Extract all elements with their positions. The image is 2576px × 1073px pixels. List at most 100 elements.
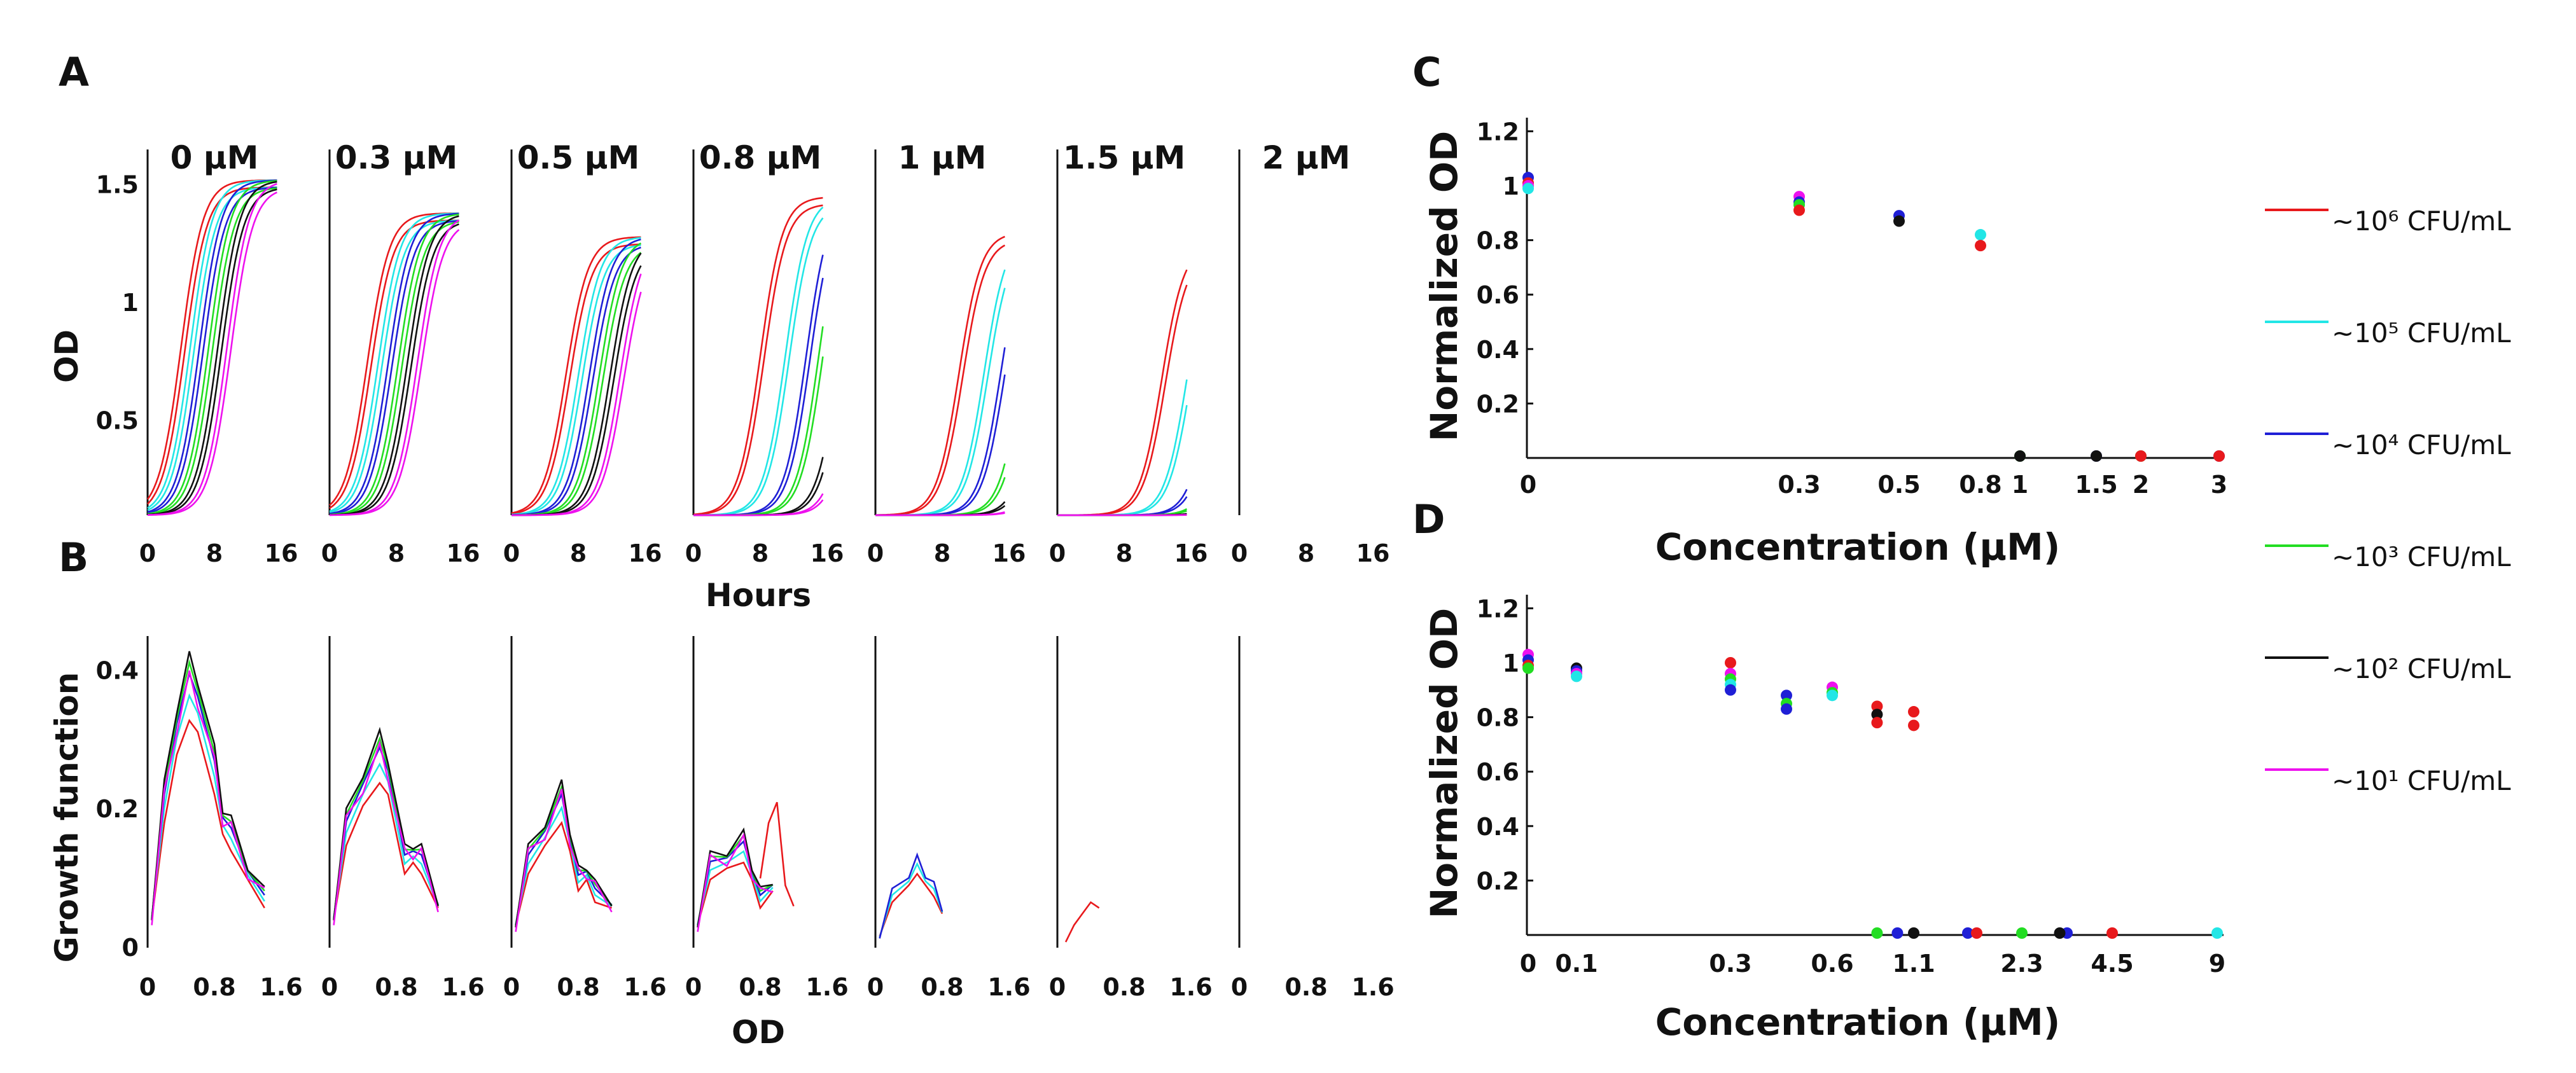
panel-a-xtick: 16 (265, 539, 298, 567)
panel-d-point-1e6 (1725, 657, 1736, 668)
panel-c-xtick: 0 (1520, 471, 1536, 499)
panel-d-point-1e6 (1908, 706, 1919, 718)
panel-a-curve-1e5 (1057, 379, 1188, 516)
panel-a-curve-1e6 (329, 212, 459, 506)
panel-b-xtick: 1.6 (260, 973, 302, 1001)
panel-b-xtick: 0 (1231, 973, 1248, 1001)
panel-b-curve-1e3 (151, 659, 265, 920)
panel-letter-b: B (59, 534, 88, 581)
panel-b-xtick: 0 (1049, 973, 1066, 1001)
legend-label-1e3: ~10³ CFU/mL (2332, 541, 2511, 572)
panel-d-ytick: 1.2 (1477, 595, 1519, 623)
panel-b-curve-1e6 (1064, 901, 1100, 943)
panel-d-point-1e4 (1781, 703, 1792, 715)
panel-c-xtick: 0.8 (1959, 471, 2002, 499)
panel-c-xtick: 1.5 (2075, 471, 2117, 499)
panel-d-point-1e3 (1522, 662, 1534, 674)
panel-a-xlabel: Hours (706, 577, 811, 614)
panel-c-scatter: 0.2 0.4 0.6 0.8 1 1.2 0 0.3 0.5 0.8 1 1.5 2 3 (1477, 118, 2227, 499)
panel-b-xtick: 1.6 (442, 973, 484, 1001)
panel-d-scatter: 0.2 0.4 0.6 0.8 1 1.2 0 0.1 0.3 0.6 1.1 2.3 4.5 9 (1477, 595, 2225, 978)
panel-b-curve-1e1 (515, 789, 613, 932)
legend-label-1e5: ~10⁵ CFU/mL (2332, 317, 2511, 349)
panel-a-curve-1e4 (875, 347, 1006, 516)
panel-c-point-1e6 (2213, 450, 2225, 462)
panel-b-xtick: 0 (321, 973, 338, 1001)
panel-a-subplot-title-4: 1 μM (898, 139, 987, 176)
legend-label-1e6: ~10⁶ CFU/mL (2332, 205, 2511, 237)
panel-a-curve-1e4 (693, 254, 824, 516)
panel-b-xtick: 1.6 (1169, 973, 1212, 1001)
panel-d-xtick: 9 (2209, 950, 2225, 978)
panel-d-point-1e6 (2106, 927, 2118, 939)
panel-d-point-1e5 (1571, 670, 1582, 682)
panel-a-curve-1e3 (512, 242, 642, 516)
panel-b-curve-1e5 (879, 862, 943, 938)
panel-b-xtick: 0.8 (193, 973, 235, 1001)
panel-a-xtick: 8 (388, 539, 405, 567)
panel-a-xtick: 0 (1049, 539, 1066, 567)
panel-a-curve-1e2 (147, 188, 277, 516)
panel-a-xtick: 0 (685, 539, 702, 567)
panel-a-xtick: 0 (321, 539, 338, 567)
panel-b-xtick: 0.8 (375, 973, 417, 1001)
panel-d-point-1e6 (1971, 927, 1982, 939)
panel-d-point-1e6 (1871, 717, 1883, 729)
panel-c-point-1e5 (1975, 229, 1986, 241)
panel-b-curve-1e1 (697, 833, 774, 932)
panel-d-point-1e4 (1725, 684, 1736, 696)
panel-b-ytick: 0.4 (96, 656, 139, 684)
panel-a-curve-1e1 (147, 191, 277, 516)
panel-a-curve-1e6 (1057, 284, 1188, 516)
panel-b-curve-1e5 (151, 693, 265, 919)
panel-a-curve-1e6 (146, 179, 277, 500)
panel-letter-c: C (1412, 49, 1442, 95)
panel-c-point-1e2 (1893, 215, 1905, 227)
panel-d-ytick: 0.8 (1477, 704, 1519, 732)
panel-b-ytick: 0.2 (96, 795, 139, 823)
panel-a-curve-1e1 (329, 229, 460, 516)
panel-a-curve-1e6 (511, 243, 641, 515)
panel-b-xtick: 1.6 (1351, 973, 1394, 1001)
panel-c-point-1e6 (2135, 450, 2147, 462)
panel-b-xtick: 0.8 (739, 973, 781, 1001)
panel-a-curve-1e6 (511, 236, 641, 514)
panel-d-point-1e5 (1827, 689, 1838, 702)
panel-d-point-1e6 (1908, 719, 1919, 731)
panel-c-ytick: 0.6 (1477, 281, 1519, 309)
panel-a-xtick: 16 (992, 539, 1026, 567)
panel-a-subplot-title-1: 0.3 μM (335, 139, 458, 176)
panel-d-ytick: 0.2 (1477, 867, 1519, 895)
panel-a-subplot-title-2: 0.5 μM (517, 139, 640, 176)
panel-a-ylabel: OD (48, 329, 85, 383)
panel-a-curve-1e5 (1057, 405, 1188, 516)
panel-d-xlabel: Concentration (μM) (1655, 1000, 2061, 1044)
panel-b-curve-1e1 (151, 670, 265, 925)
panel-b-curve-1e6 (333, 781, 439, 920)
panel-c-ytick: 1.2 (1477, 118, 1519, 146)
panel-a-curve-1e4 (511, 239, 641, 516)
panel-b-xtick: 0 (139, 973, 156, 1001)
panel-b-curve-1e5 (333, 762, 439, 919)
panel-d-ytick: 1 (1503, 649, 1519, 677)
panel-d-xtick: 0.1 (1555, 950, 1598, 978)
panel-a-curve-1e4 (147, 179, 277, 513)
panel-c-ytick: 0.4 (1477, 336, 1519, 364)
panel-a-ytick: 1.5 (96, 171, 139, 199)
panel-d-xtick: 0.6 (1811, 950, 1853, 978)
panel-a-curve-1e3 (693, 326, 824, 516)
panel-a-subplot-title-3: 0.8 μM (699, 139, 822, 176)
panel-d-point-1e3 (1871, 927, 1883, 939)
panel-b-xtick: 0.8 (1103, 973, 1145, 1001)
panel-a-curve-1e3 (329, 213, 459, 516)
panel-b-xtick: 0 (685, 973, 702, 1001)
panel-b-curve-1e6 (697, 861, 774, 925)
panel-d-xtick: 0.3 (1709, 950, 1751, 978)
legend-label-1e1: ~10¹ CFU/mL (2332, 765, 2511, 796)
panel-c-ytick: 0.8 (1477, 227, 1519, 255)
panel-b-xtick: 1.6 (805, 973, 848, 1001)
panel-c-xtick: 0.3 (1778, 471, 1820, 499)
panel-d-point-1e6 (1871, 700, 1883, 712)
panel-a-curve-1e1 (512, 291, 642, 516)
panel-a-xtick: 16 (447, 539, 480, 567)
